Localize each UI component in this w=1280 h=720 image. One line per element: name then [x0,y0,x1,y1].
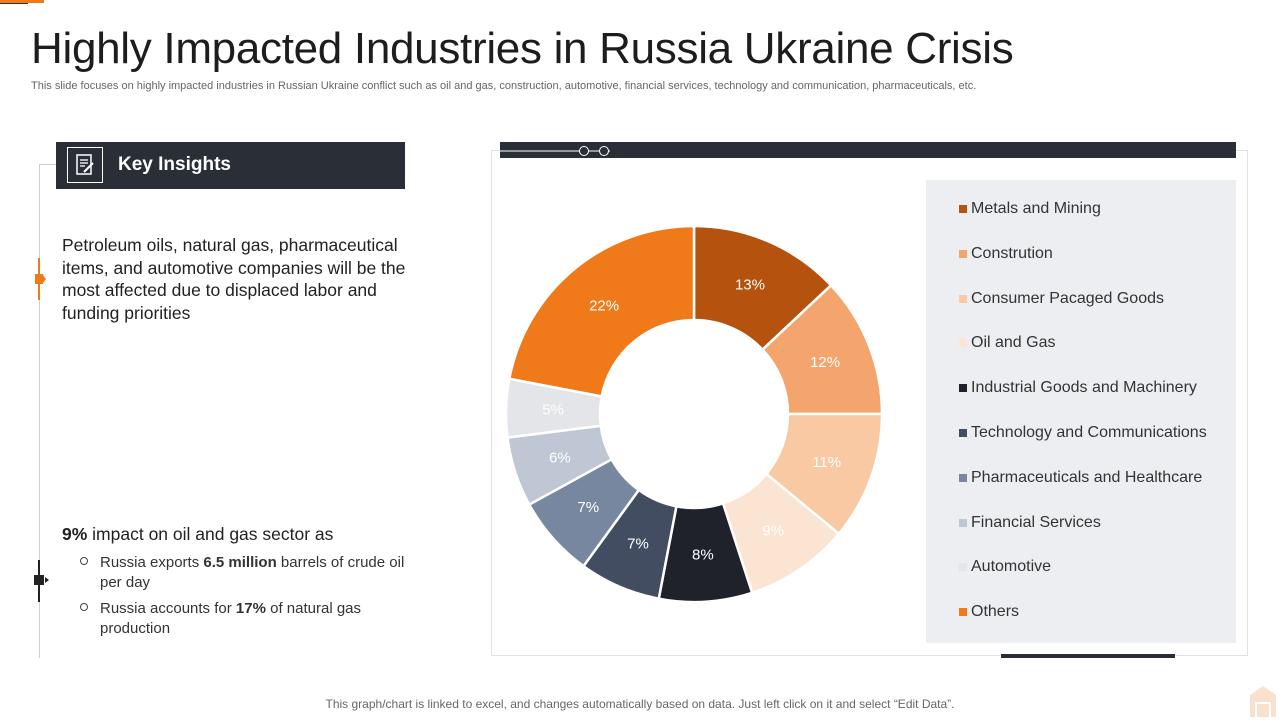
legend-label: Metals and Mining [971,200,1101,217]
data-label: 5% [542,402,564,419]
donut-slice-others [507,224,696,398]
legend-item: Oil and Gas [959,334,1055,352]
page-title: Highly Impacted Industries in Russia Ukr… [31,24,1014,73]
data-label: 8% [692,547,714,564]
corner-accent [0,0,44,3]
oil-gas-impact-statement: 9% impact on oil and gas sector as [62,524,333,545]
chart-legend: Metals and Mining Constrution Consumer Pac… [926,180,1236,643]
legend-swatch [959,294,967,303]
insight-paragraph: Petroleum oils, natural gas, pharmaceuti… [62,235,406,323]
impact-bullet-list: Russia exports 6.5 million barrels of cr… [80,553,420,645]
timeline-line [39,164,40,658]
legend-item: Metals and Mining [959,200,1101,218]
corner-accent-line [0,3,28,4]
list-item: Russia accounts for 17% of natural gas p… [80,599,420,639]
slider-decoration-icon [500,146,610,156]
key-insights-title: Key Insights [118,154,231,175]
legend-swatch [959,608,967,617]
legend-item: Consumer Pacaged Goods [959,290,1164,308]
legend-swatch [959,249,967,258]
donut-chart: 13% 12% 11% 9% 8% 7% 7% 6% 5% 22% [504,224,884,604]
legend-label: Consumer Pacaged Goods [971,289,1164,307]
legend-label: Technology and Communications [971,424,1207,441]
legend-swatch [959,429,967,437]
legend-swatch [959,473,967,482]
legend-label: Pharmaceuticals and Healthcare [971,468,1203,486]
bullet-circle-icon [80,557,88,565]
legend-item: Industrial Goods and Machinery [959,379,1197,397]
data-label: 11% [812,454,841,471]
data-label: 7% [577,499,599,516]
data-label: 22% [589,297,619,314]
key-insights-header: Key Insights [56,142,405,189]
data-label: 9% [762,523,784,540]
legend-item: Technology and Communications [959,424,1207,442]
legend-item: Others [959,603,1019,621]
data-label: 6% [549,450,571,467]
bullet-circle-icon [80,603,88,611]
legend-label: Industrial Goods and Machinery [971,379,1197,397]
legend-swatch [959,205,967,213]
timeline-top-connector [39,164,56,165]
data-label: 13% [735,277,765,294]
document-edit-icon [67,147,103,183]
legend-item: Constrution [959,245,1053,263]
legend-label: Oil and Gas [971,334,1056,352]
timeline-marker-dark-icon [34,560,49,602]
legend-item: Pharmaceuticals and Healthcare [959,469,1202,487]
legend-label: Financial Services [971,513,1101,531]
legend-label: Automotive [971,558,1052,576]
chart-header-bar [500,142,1236,158]
legend-swatch [959,518,967,527]
legend-swatch [959,563,967,572]
list-item: Russia exports 6.5 million barrels of cr… [80,553,420,593]
legend-item: Automotive [959,558,1051,576]
legend-item: Financial Services [959,514,1101,532]
legend-swatch [959,384,967,393]
chart-bottom-bar [1001,654,1175,658]
legend-label: Others [971,603,1020,621]
data-label: 12% [810,354,840,371]
timeline-marker-orange-icon [35,258,46,300]
legend-swatch [959,339,967,348]
footnote: This graph/chart is linked to excel, and… [325,697,955,711]
page-subtitle: This slide focuses on highly impacted in… [31,80,977,92]
impact-text: impact on oil and gas sector as [87,524,334,544]
data-label: 7% [627,535,649,552]
impact-value: 9% [62,524,88,544]
legend-label: Constrution [971,244,1053,262]
brand-logo-icon [1250,686,1276,717]
